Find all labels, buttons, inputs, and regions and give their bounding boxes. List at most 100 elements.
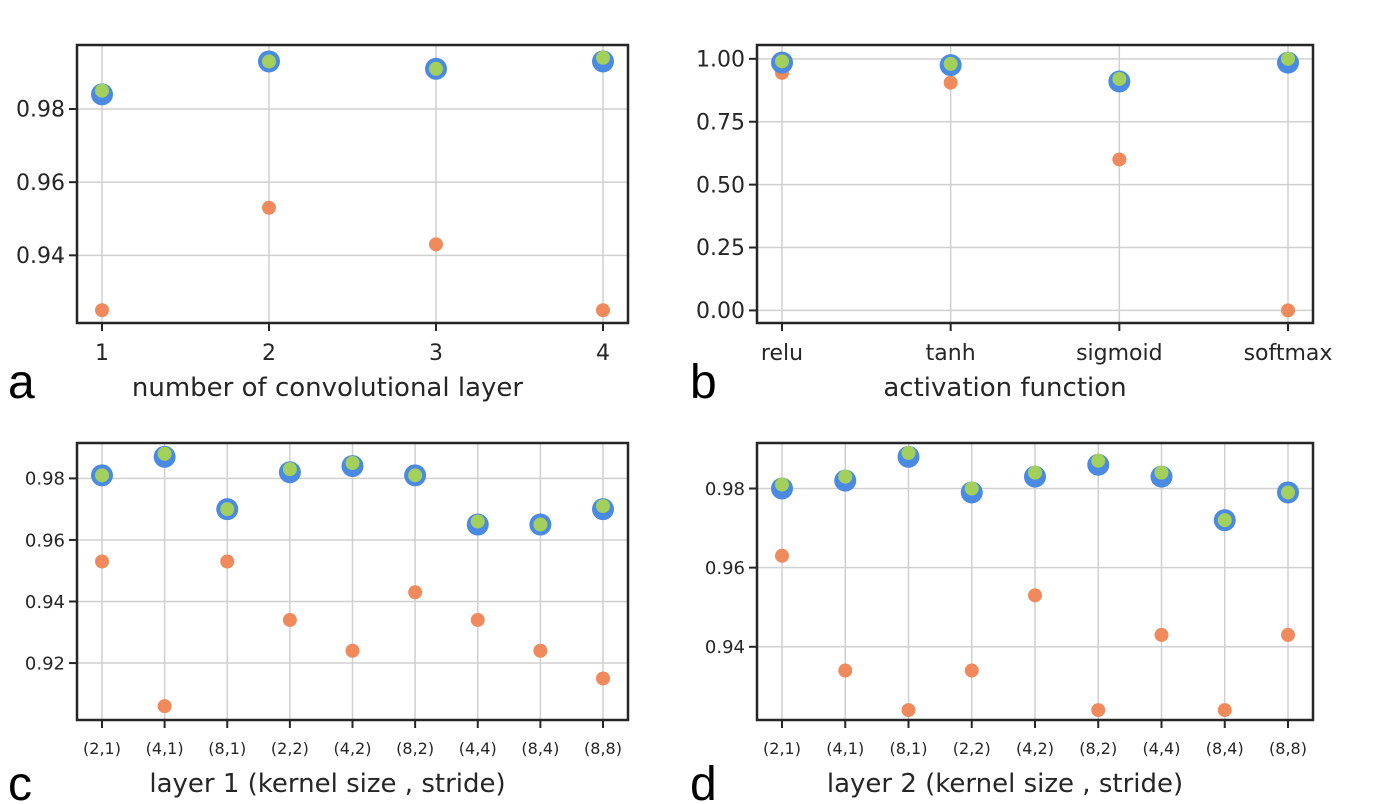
point-orange (95, 303, 109, 318)
panel-d: 0.94 0.96 0.98 (2,1) (4,1) (8,1) (2,2) (4,2) (8,… (690, 441, 1315, 804)
point-orange (1154, 627, 1169, 642)
point-orange (596, 671, 610, 686)
x-axis-label: number of convolutional layer (132, 373, 524, 403)
y-tick-label: 1.00 (696, 48, 745, 73)
point-orange (901, 703, 916, 718)
point-green (1217, 513, 1232, 528)
axes-frame (755, 43, 1315, 325)
point-orange (1281, 303, 1295, 318)
point-orange (1028, 588, 1042, 603)
y-tick-label: 0.75 (696, 110, 745, 135)
point-orange (262, 200, 276, 215)
point-green (95, 83, 109, 98)
point-orange (1112, 152, 1127, 167)
point-orange (943, 75, 958, 90)
point-orange (408, 585, 423, 600)
x-tick-label: (8,4) (521, 739, 559, 758)
x-tick-label: (4,2) (1016, 739, 1054, 758)
x-tick-label: sigmoid (1076, 341, 1163, 366)
y-tick-label: 0.96 (16, 171, 65, 196)
panel-b: 0.00 0.25 0.50 0.75 1.00 relu tanh sigmoid softm… (690, 43, 1333, 409)
point-green (596, 50, 610, 65)
point-green (901, 445, 916, 460)
point-green (775, 54, 789, 69)
point-green (345, 456, 360, 471)
y-tick-label: 0.92 (25, 653, 65, 674)
point-orange (345, 643, 360, 658)
x-tick-label: (4,4) (1143, 739, 1181, 758)
point-green (282, 462, 297, 477)
y-tick-label: 0.94 (16, 244, 65, 269)
axes-frame (75, 441, 630, 722)
point-green (262, 54, 276, 69)
point-green (1112, 71, 1127, 86)
panel-letter: a (8, 356, 35, 409)
point-green (157, 446, 172, 461)
x-tick-label: tanh (926, 341, 976, 366)
x-tick-label: (2,2) (953, 739, 991, 758)
point-green (943, 56, 958, 71)
x-tick-label: (4,1) (146, 739, 184, 758)
x-tick-label: (8,2) (396, 739, 434, 758)
y-tick-label: 0.98 (16, 98, 65, 123)
y-tick-label: 0.25 (696, 236, 745, 261)
point-green (1154, 465, 1169, 480)
point-orange (282, 612, 297, 627)
point-orange (596, 303, 610, 318)
point-green (1028, 465, 1042, 480)
point-orange (775, 548, 789, 563)
point-green (220, 502, 235, 517)
point-orange (429, 237, 443, 252)
point-green (533, 517, 548, 532)
x-axis-label: layer 1 (kernel size , stride) (149, 769, 505, 799)
x-tick-label: (4,2) (334, 739, 372, 758)
y-tick-label: 0.94 (705, 637, 745, 658)
x-tick-label: (4,1) (826, 739, 864, 758)
x-tick-label: (8,4) (1206, 739, 1244, 758)
panel-letter: d (690, 758, 717, 804)
y-tick-label: 0.00 (696, 299, 745, 324)
x-tick-label: (8,1) (208, 739, 246, 758)
x-tick-label: 1 (95, 341, 109, 366)
point-green (1281, 485, 1295, 500)
axes-frame (755, 441, 1315, 722)
point-orange (95, 554, 109, 569)
y-tick-label: 0.96 (25, 530, 65, 551)
axes-frame (75, 43, 630, 325)
x-axis-label: activation function (883, 373, 1126, 403)
point-orange (470, 612, 485, 627)
x-tick-label: (8,2) (1079, 739, 1117, 758)
x-tick-label: relu (761, 341, 803, 366)
point-green (1091, 453, 1106, 468)
point-orange (533, 643, 548, 658)
y-tick-label: 0.50 (696, 173, 745, 198)
x-tick-label: (2,1) (763, 739, 801, 758)
point-orange (838, 663, 853, 678)
point-orange (964, 663, 979, 678)
x-tick-label: (8,1) (890, 739, 928, 758)
point-green (429, 61, 443, 76)
point-green (964, 481, 979, 496)
point-green (95, 468, 109, 483)
point-orange (220, 554, 235, 569)
x-tick-label: (8,8) (1269, 739, 1307, 758)
panel-c: 0.92 0.96 0.94 0.98 (2,1) (4,1) (8,1) (2,2) (4,2… (8, 441, 630, 804)
point-green (596, 499, 610, 514)
x-tick-label: softmax (1244, 341, 1333, 366)
y-tick-label: 0.98 (705, 479, 745, 500)
point-orange (157, 699, 172, 714)
x-tick-label: 3 (429, 341, 443, 366)
x-tick-label: (2,1) (83, 739, 121, 758)
panel-letter: b (690, 356, 717, 409)
y-tick-label: 0.98 (25, 469, 65, 490)
x-tick-label: 4 (596, 341, 610, 366)
point-orange (1091, 703, 1106, 718)
x-tick-label: (4,4) (459, 739, 497, 758)
y-tick-label: 0.96 (705, 558, 745, 579)
x-tick-label: (8,8) (584, 739, 622, 758)
x-tick-label: 2 (262, 341, 276, 366)
point-orange (1281, 627, 1295, 642)
point-green (775, 477, 789, 492)
point-orange (1217, 703, 1232, 718)
